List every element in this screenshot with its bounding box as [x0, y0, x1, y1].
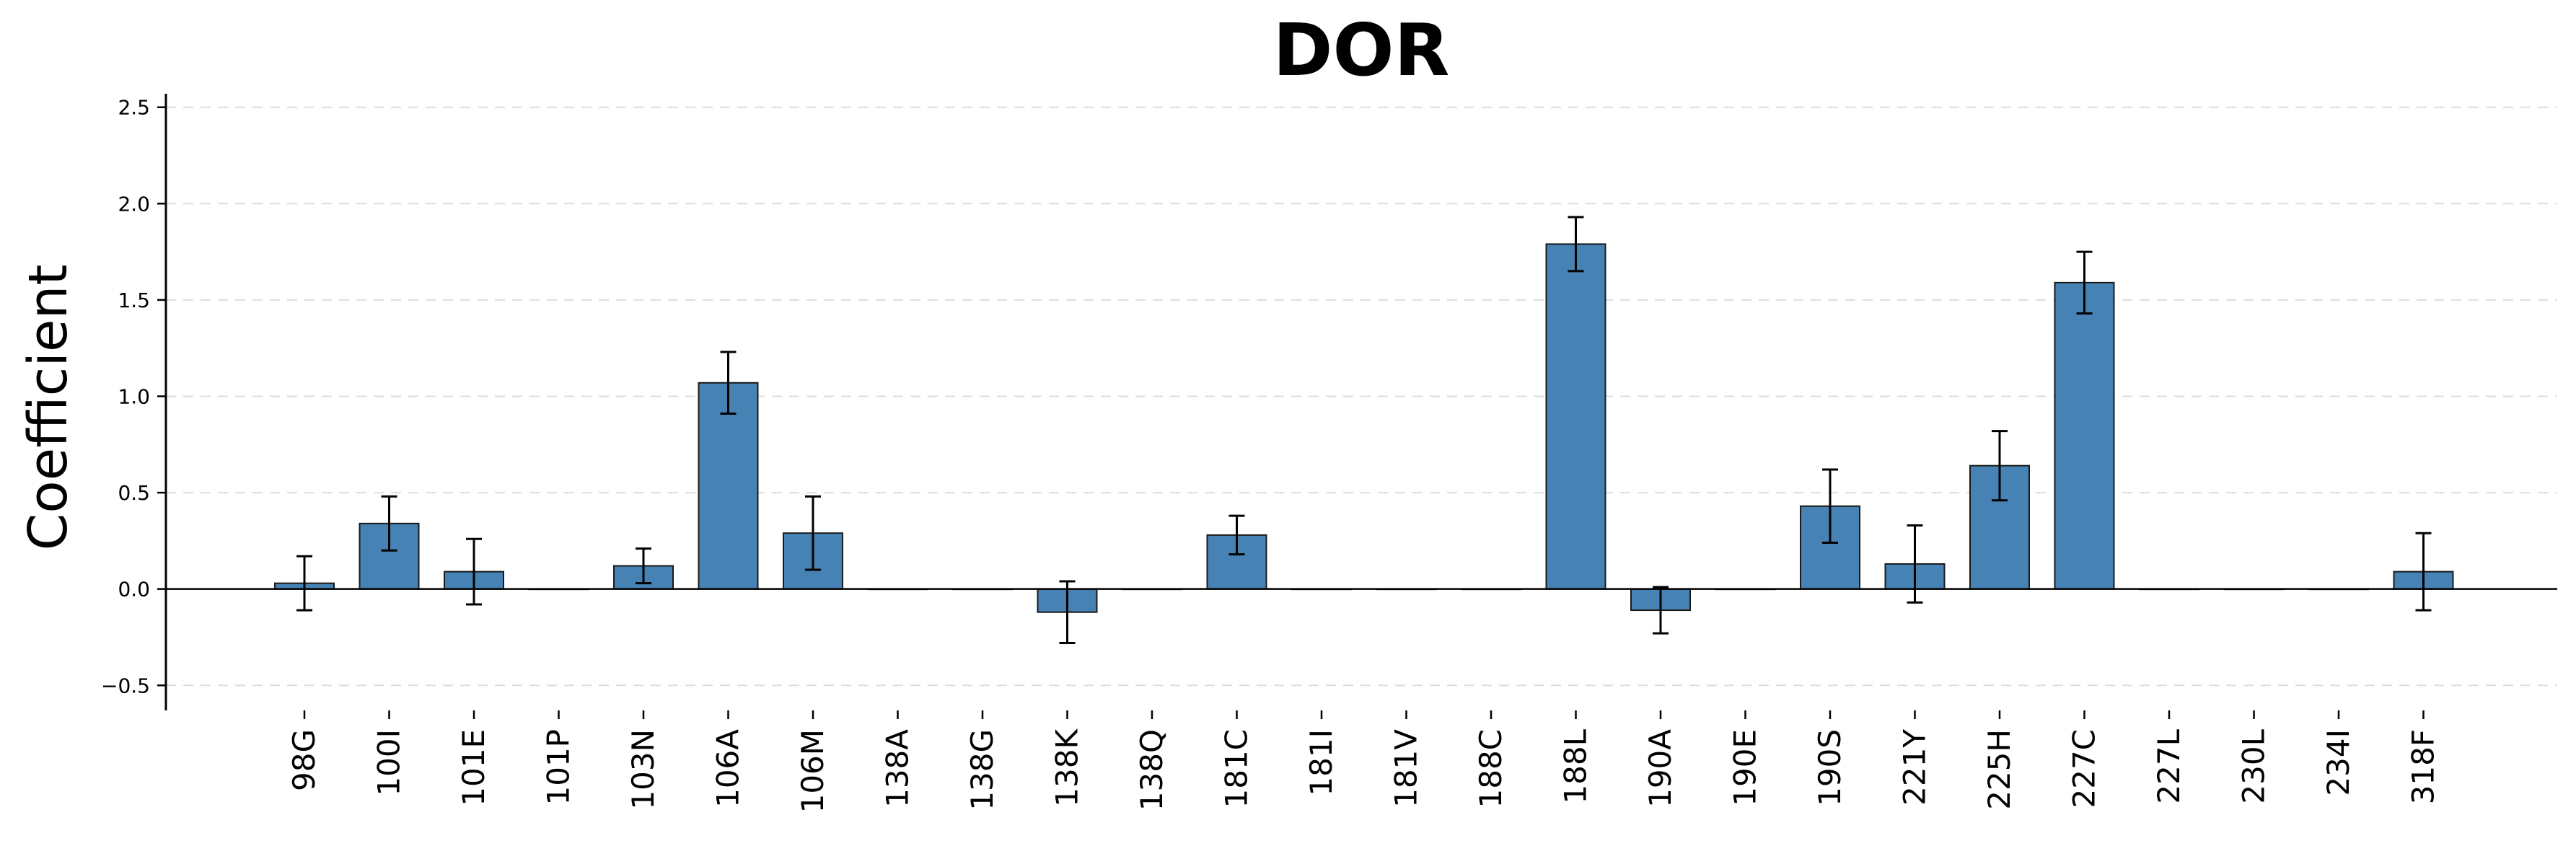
bar [698, 382, 759, 590]
x-ticks: 98G 100I 101E 101P 103N 106A 106M 138A 138G 138K 1… [286, 710, 2441, 813]
x-tick-label: 103N [625, 729, 661, 810]
x-tick-label: 106A [711, 729, 746, 808]
x-tick-label: 101E [456, 729, 491, 806]
x-tick-label: 98G [286, 729, 322, 791]
x-tick-label: 101P [541, 729, 576, 806]
x-tick-label: 234I [2321, 729, 2356, 796]
x-tick-label: 227L [2151, 728, 2186, 803]
y-tick-label: 0.0 [118, 578, 150, 602]
x-tick-label: 188L [1558, 728, 1593, 803]
bar [2054, 281, 2115, 590]
x-tick-label: 190A [1643, 729, 1678, 808]
x-tick-label: 106M [795, 729, 830, 813]
x-tick-label: 138A [880, 729, 915, 808]
axes [164, 94, 2557, 710]
x-tick-label: 221Y [1897, 729, 1933, 806]
x-tick-label: 138K [1050, 728, 1085, 807]
x-tick-label: 188C [1473, 729, 1508, 808]
x-tick-label: 138G [964, 729, 1000, 811]
x-tick-label: 100I [372, 729, 407, 796]
x-tick-label: 190S [1812, 729, 1847, 806]
y-tick-label: 2.0 [118, 192, 150, 216]
x-tick-label: 227C [2067, 729, 2102, 808]
x-tick-label: 230L [2236, 728, 2272, 803]
y-axis-label: Coefficient [17, 265, 79, 551]
error-bars [296, 216, 2432, 644]
x-tick-label: 318F [2406, 729, 2441, 804]
y-tick-label: 1.0 [118, 384, 150, 408]
grid-lines [166, 106, 2557, 687]
x-tick-label: 225H [1982, 729, 2017, 810]
x-tick-label: 181C [1219, 729, 1254, 808]
y-tick-label: 1.5 [118, 288, 150, 312]
bar [1545, 243, 1606, 590]
x-tick-label: 181I [1304, 729, 1339, 796]
chart-title: DOR [1272, 8, 1449, 92]
x-tick-label: 181V [1389, 729, 1424, 808]
x-tick-label: 190E [1728, 729, 1763, 806]
x-tick-label: 138Q [1134, 729, 1169, 811]
y-ticks: −0.5 0.0 0.5 1.0 1.5 2.0 2.5 [101, 96, 166, 697]
y-tick-label: −0.5 [101, 674, 150, 697]
y-tick-label: 2.5 [118, 96, 150, 120]
y-tick-label: 0.5 [118, 481, 150, 505]
